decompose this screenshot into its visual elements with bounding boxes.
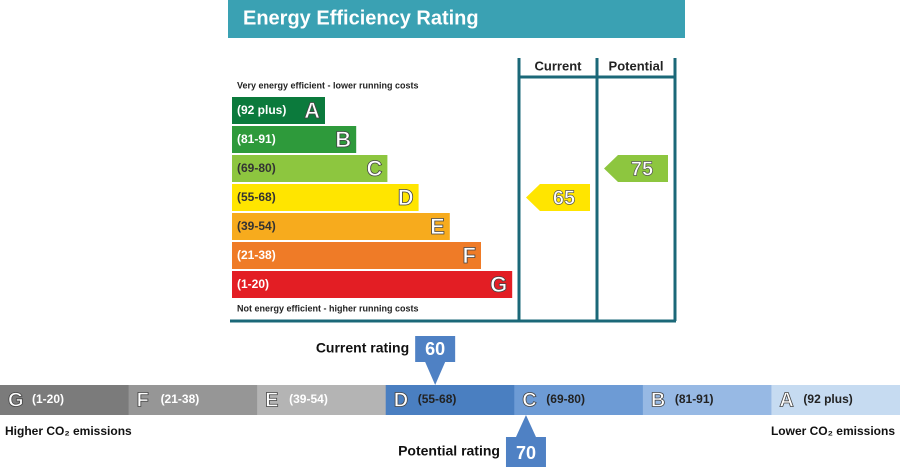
current-label: Current rating — [316, 340, 409, 356]
co2-range: (69-80) — [546, 392, 585, 406]
band-letter: D — [398, 185, 414, 210]
co2-letter: C — [522, 389, 536, 411]
co2-range: (21-38) — [161, 392, 200, 406]
high-label: Higher CO₂ emissions — [5, 424, 132, 438]
band-letter: E — [430, 214, 445, 239]
co2-range: (55-68) — [418, 392, 457, 406]
band-letter: C — [367, 156, 383, 181]
title-bar — [228, 0, 685, 38]
potential-value: 70 — [516, 443, 536, 463]
co2-range: (39-54) — [289, 392, 328, 406]
band-range: (81-91) — [237, 132, 276, 146]
band-range: (55-68) — [237, 190, 276, 204]
co2-range: (92 plus) — [803, 392, 852, 406]
current-value: 60 — [425, 339, 445, 359]
co2-letter: A — [779, 389, 793, 411]
band-letter: G — [490, 272, 507, 297]
low-label: Lower CO₂ emissions — [771, 424, 895, 438]
rating-arrow — [604, 155, 668, 182]
co2-range: (81-91) — [675, 392, 714, 406]
co2-range: (1-20) — [32, 392, 64, 406]
frame — [230, 58, 677, 323]
band-letter: F — [463, 243, 476, 268]
column-header: Current — [535, 58, 583, 73]
co2-band — [257, 385, 387, 415]
band-letter: B — [335, 127, 351, 152]
bottom-note: Not energy efficient - higher running co… — [237, 303, 419, 313]
band-range: (69-80) — [237, 161, 276, 175]
co2-letter: G — [8, 389, 24, 411]
rating-band — [232, 126, 357, 153]
co2-letter: E — [265, 389, 278, 411]
rating-arrow — [526, 184, 590, 211]
rating-band — [232, 97, 325, 124]
current-marker — [415, 336, 456, 385]
band-letter: A — [304, 98, 320, 123]
title: Energy Efficiency Rating — [243, 7, 479, 29]
rating-band — [232, 242, 481, 269]
rating-value: 75 — [631, 158, 653, 180]
band-range: (21-38) — [237, 248, 276, 262]
co2-band — [771, 385, 900, 415]
co2-band — [514, 385, 644, 415]
band-range: (39-54) — [237, 219, 276, 233]
co2-letter: D — [394, 389, 408, 411]
top-note: Very energy efficient - lower running co… — [237, 80, 419, 90]
rating-value: 65 — [553, 187, 575, 209]
potential-label: Potential rating — [398, 443, 500, 459]
co2-letter: B — [651, 389, 665, 411]
rating-band — [232, 271, 513, 298]
co2-letter: F — [137, 389, 149, 411]
co2-band — [642, 385, 772, 415]
potential-marker — [505, 415, 546, 467]
band-range: (92 plus) — [237, 103, 286, 117]
co2-band — [385, 385, 515, 415]
rating-band — [232, 184, 419, 211]
rating-band — [232, 213, 450, 240]
band-range: (1-20) — [237, 277, 269, 291]
column-header: Potential — [609, 58, 664, 73]
co2-band — [128, 385, 258, 415]
co2-band — [0, 385, 130, 415]
rating-band — [232, 155, 388, 182]
